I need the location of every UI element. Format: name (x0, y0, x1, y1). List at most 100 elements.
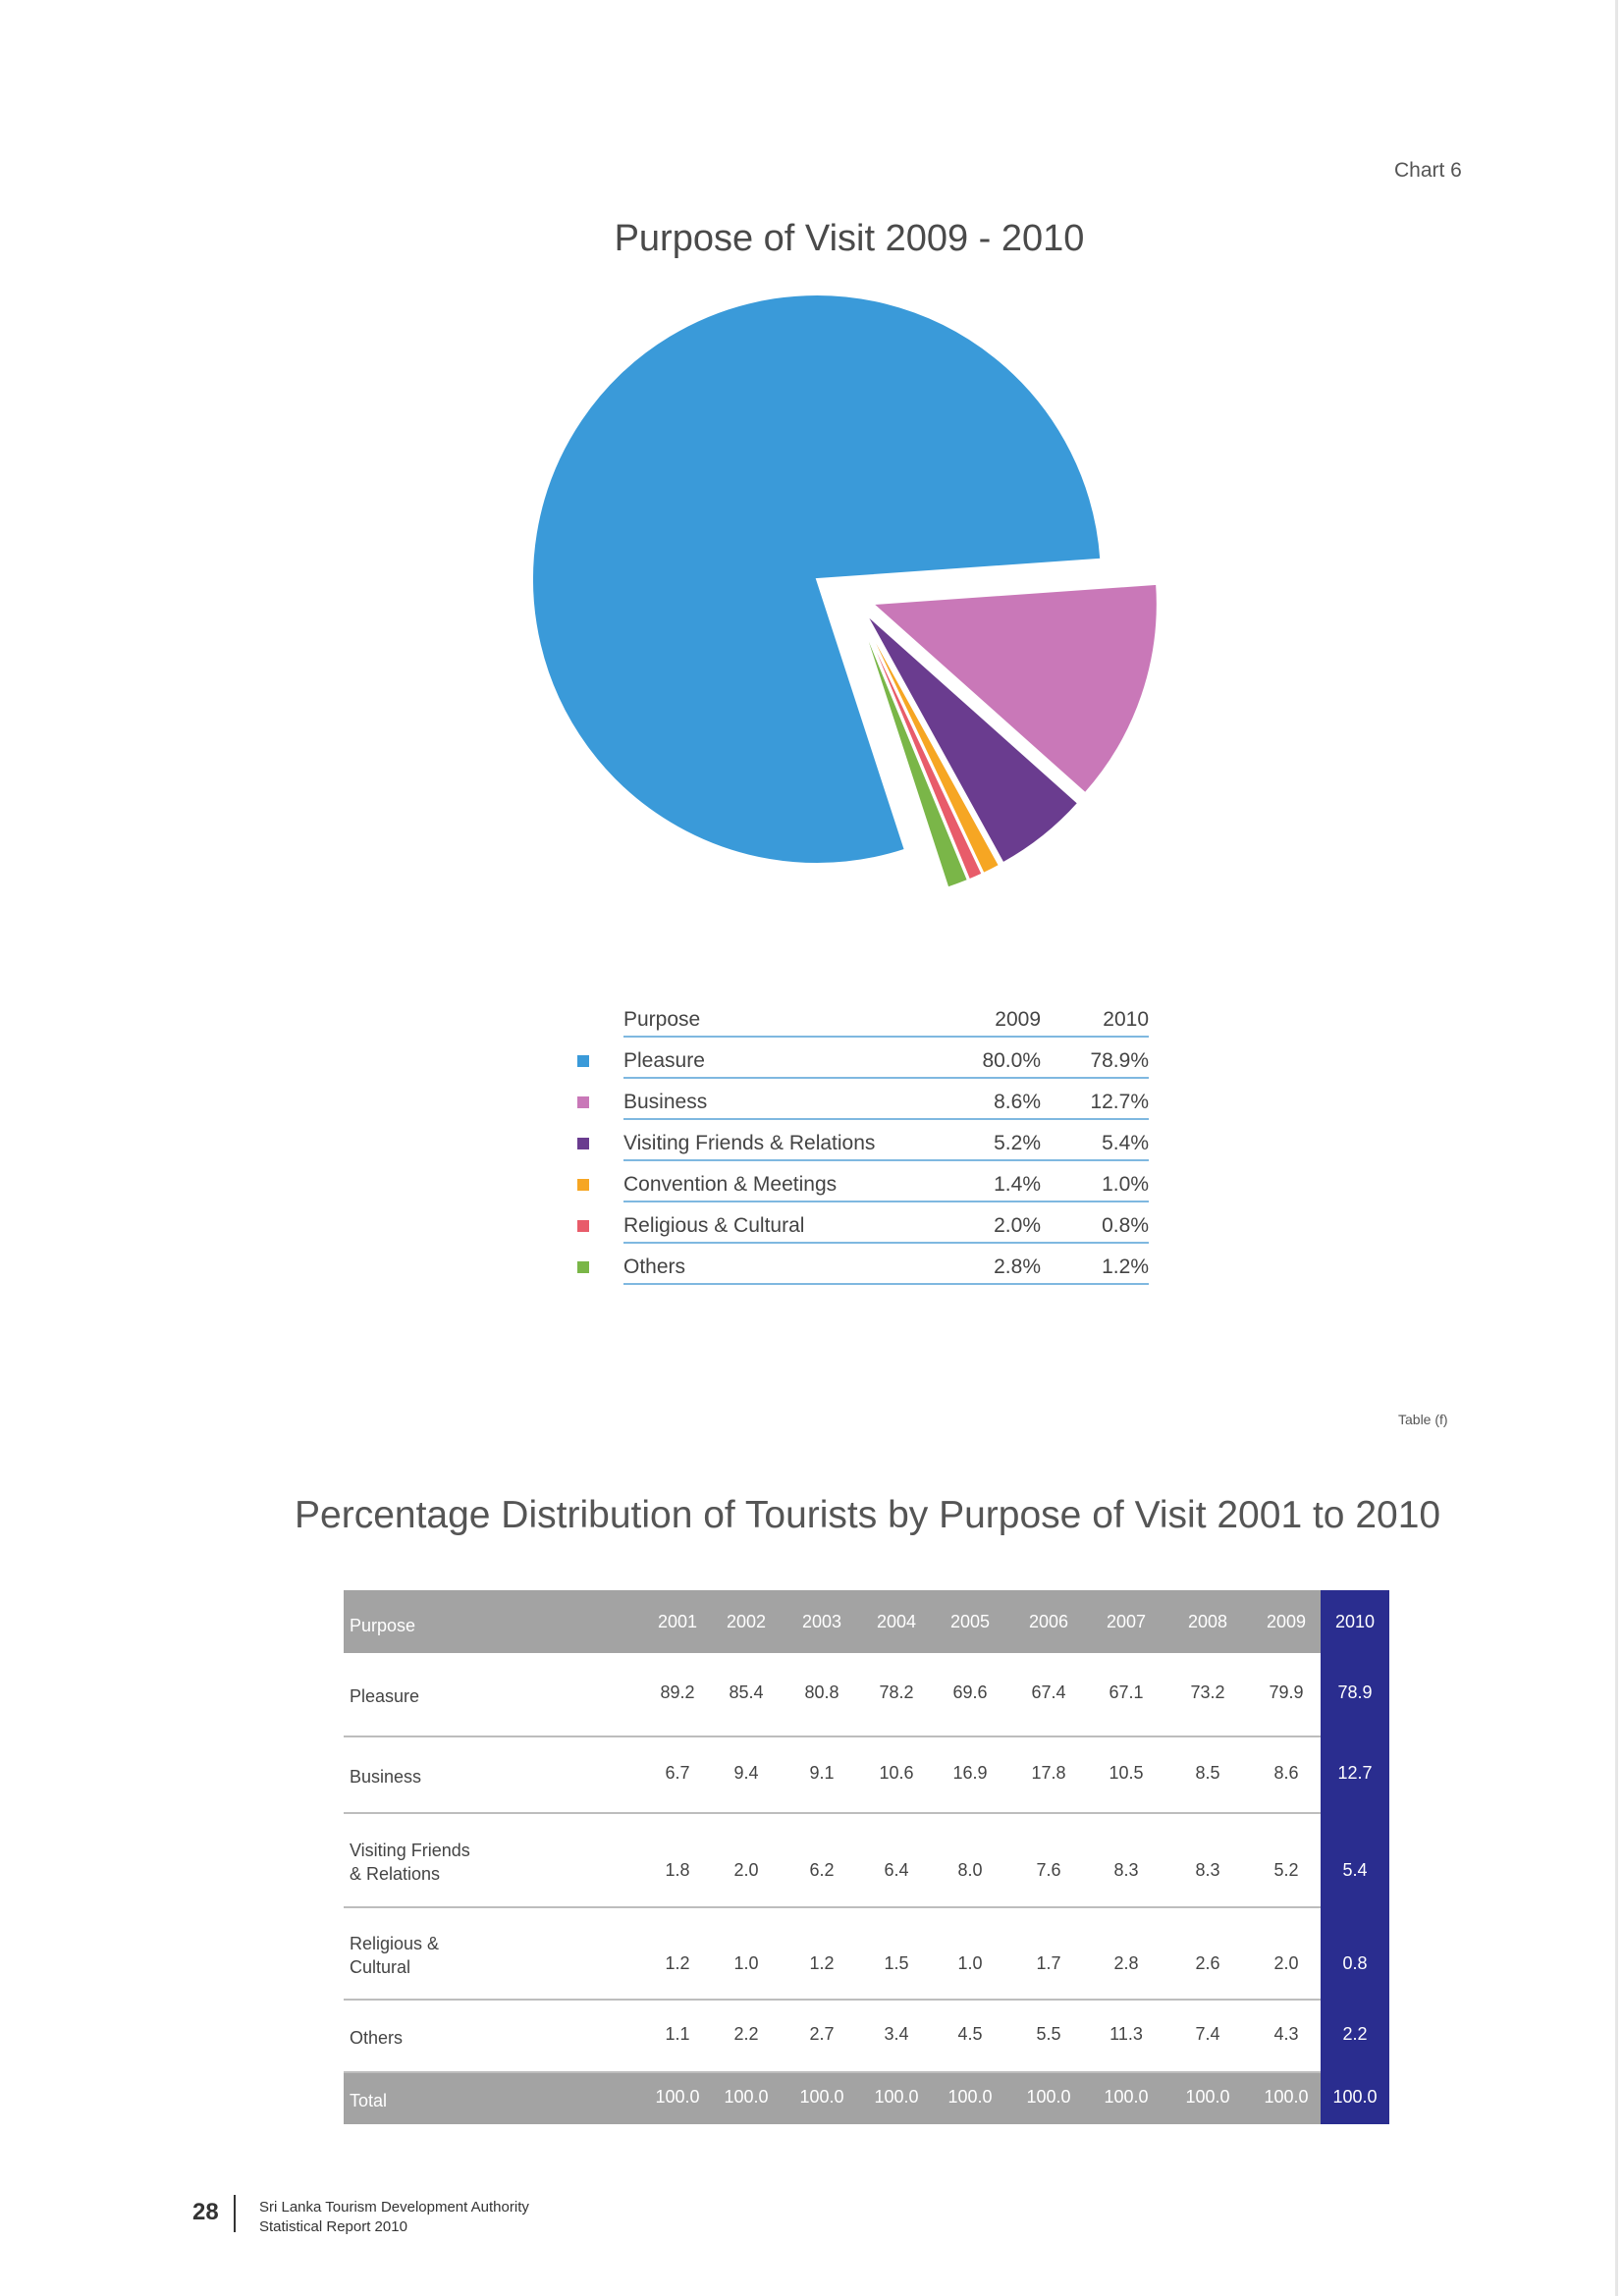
legend-row-rule (623, 1201, 1149, 1202)
pie-slice-pleasure (531, 294, 1103, 865)
table-cell: 1.8 (665, 1860, 690, 1880)
table-row: Religious & Cultural 1.2 1.0 1.2 1.5 1.0 1.7 2.8… (344, 1908, 1389, 2001)
table-cell: 1.2 (665, 1953, 690, 1973)
table-header-row: Purpose 2001 2002 2003 2004 2005 2006 2007 2008 2… (344, 1590, 1389, 1653)
table-cell: 2007 (1106, 1612, 1147, 1631)
distribution-table: Purpose 2001 2002 2003 2004 2005 2006 2007 2008 2… (344, 1590, 1389, 2124)
table-row-purpose-line: Business (350, 1767, 422, 1787)
pie-slice-others (858, 616, 970, 889)
legend-value-2010: 1.2% (1102, 1255, 1149, 1278)
legend-row-rule (623, 1118, 1149, 1120)
table-cell: 100.0 (1264, 2087, 1309, 2107)
legend-row: Business 8.6% 12.7% (569, 1079, 1159, 1120)
table-cell: 4.3 (1273, 2024, 1299, 2044)
table-cell: 16.9 (952, 1763, 988, 1783)
table-cell: 2010 (1334, 1612, 1376, 1631)
table-cell: 100.0 (799, 2087, 844, 2107)
footer-report-title: Statistical Report 2010 (259, 2218, 407, 2235)
table-cell: 4.5 (957, 2024, 983, 2044)
table-cell: 2.8 (1113, 1953, 1139, 1973)
legend-swatch (577, 1179, 589, 1191)
legend-value-2009: 2.0% (994, 1214, 1041, 1237)
table-cell: 17.8 (1031, 1763, 1066, 1783)
legend-purpose-label: Others (623, 1255, 686, 1278)
table-cell: 78.2 (879, 1682, 914, 1702)
legend-header-purpose: Purpose (623, 1008, 701, 1031)
legend-table: Purpose 2009 2010 Pleasure 80.0% 78.9% Busines… (569, 996, 1159, 1285)
table-cell: 67.4 (1031, 1682, 1066, 1702)
table-row-purpose-line: Cultural (350, 1957, 411, 1977)
legend-value-2009: 80.0% (982, 1049, 1041, 1072)
legend-row-rule (623, 1283, 1149, 1285)
table-cell: 3.4 (884, 2024, 909, 2044)
table-row-purpose: Visiting Friends & Relations (350, 1839, 526, 1886)
legend-row-rule (623, 1077, 1149, 1079)
table-cell: 73.2 (1190, 1682, 1225, 1702)
highlight-column-2010 (1321, 2073, 1389, 2124)
legend-swatch (577, 1261, 589, 1273)
table-cell: 1.5 (884, 1953, 909, 1973)
table-cell: 6.4 (884, 1860, 909, 1880)
legend-swatch (577, 1138, 589, 1149)
table-cell: 7.6 (1036, 1860, 1061, 1880)
table-row-purpose-line: Visiting Friends (350, 1841, 470, 1860)
table-cell: 1.0 (733, 1953, 759, 1973)
legend-swatch (577, 1220, 589, 1232)
table-row: Others 1.1 2.2 2.7 3.4 4.5 5.5 11.3 7.4 4.3 2.2 (344, 2001, 1389, 2073)
table-cell: 2.0 (1273, 1953, 1299, 1973)
highlight-column-2010 (1321, 1814, 1389, 1908)
table-cell: 100.0 (655, 2087, 700, 2107)
legend-purpose-label: Business (623, 1091, 708, 1113)
table-cell: 85.4 (729, 1682, 764, 1702)
page-number: 28 (192, 2199, 219, 2225)
table-cell: 2.0 (733, 1860, 759, 1880)
table-cell: 12.7 (1337, 1763, 1373, 1783)
legend-value-2010: 1.0% (1102, 1173, 1149, 1196)
table-row-purpose-line: Pleasure (350, 1686, 420, 1706)
pie-slice-convention-meetings (861, 615, 1001, 876)
pie-slice-religious-cultural (859, 615, 984, 881)
legend-header-row: Purpose 2009 2010 (569, 996, 1159, 1038)
legend-swatch (577, 1055, 589, 1067)
chart-title: Purpose of Visit 2009 - 2010 (614, 218, 1085, 259)
table-cell: 100.0 (947, 2087, 993, 2107)
table-title: Percentage Distribution of Tourists by P… (295, 1494, 1441, 1536)
legend-row: Others 2.8% 1.2% (569, 1244, 1159, 1285)
footer-divider (234, 2195, 236, 2232)
legend-value-2009: 1.4% (994, 1173, 1041, 1196)
table-row-purpose-line: Others (350, 2028, 404, 2048)
table-cell: 2009 (1266, 1612, 1307, 1631)
table-cell: 1.7 (1036, 1953, 1061, 1973)
pie-slice-visiting-friends (864, 613, 1080, 865)
table-cell: 2006 (1028, 1612, 1069, 1631)
table-cell: 89.2 (660, 1682, 695, 1702)
table-row: Business 6.7 9.4 9.1 10.6 16.9 17.8 10.5 8.5 8.6 1… (344, 1737, 1389, 1814)
table-row: Pleasure 89.2 85.4 80.8 78.2 69.6 67.4 67.1 73.2… (344, 1653, 1389, 1737)
table-cell: 2004 (876, 1612, 917, 1631)
table-cell: 5.5 (1036, 2024, 1061, 2044)
table-total-row: Total 100.0 100.0 100.0 100.0 100.0 100.0 100.0… (344, 2073, 1389, 2124)
footer-organization: Sri Lanka Tourism Development Authority (259, 2199, 529, 2216)
table-cell: 2008 (1187, 1612, 1228, 1631)
table-row: Visiting Friends & Relations 1.8 2.0 6.2 6.4 8… (344, 1814, 1389, 1908)
table-cell: 9.4 (733, 1763, 759, 1783)
table-cell: 6.2 (809, 1860, 835, 1880)
table-cell: 69.6 (952, 1682, 988, 1702)
table-cell: 67.1 (1109, 1682, 1144, 1702)
table-cell: 5.4 (1342, 1860, 1368, 1880)
legend-swatch (577, 1096, 589, 1108)
table-number-label: Table (f) (1398, 1412, 1448, 1427)
table-cell: 8.6 (1273, 1763, 1299, 1783)
table-cell: 2003 (801, 1612, 842, 1631)
table-cell: 78.9 (1337, 1682, 1373, 1702)
table-cell: 100.0 (1332, 2087, 1378, 2107)
table-cell: 10.6 (879, 1763, 914, 1783)
highlight-column-2010 (1321, 1908, 1389, 2001)
legend-value-2010: 0.8% (1102, 1214, 1149, 1237)
legend-purpose-label: Convention & Meetings (623, 1173, 838, 1196)
table-row-purpose-line: & Relations (350, 1864, 441, 1884)
table-cell: 0.8 (1342, 1953, 1368, 1973)
legend-value-2009: 5.2% (994, 1132, 1041, 1154)
highlight-column-2010 (1321, 2001, 1389, 2073)
legend-row-rule (623, 1159, 1149, 1161)
